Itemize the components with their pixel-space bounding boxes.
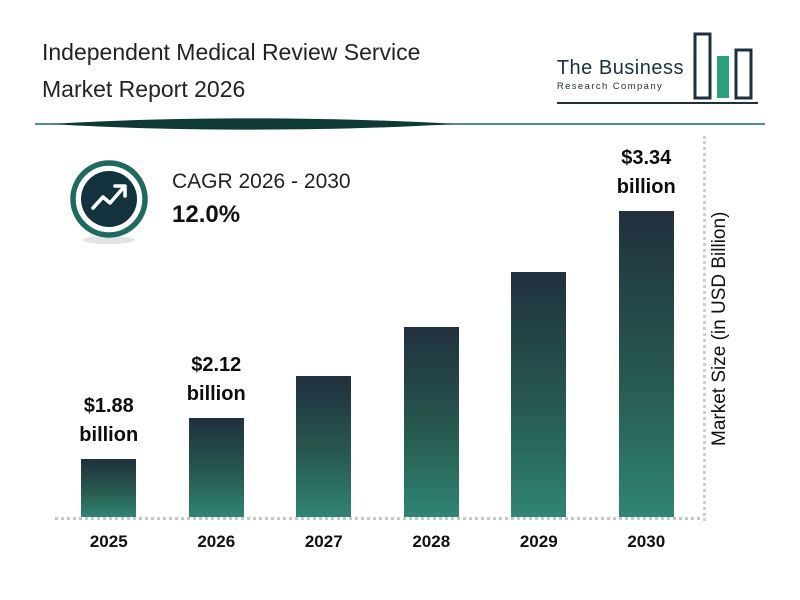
page-title-line2: Market Report 2026 bbox=[42, 76, 246, 102]
trending-up-icon bbox=[70, 160, 148, 244]
y-axis-label: Market Size (in USD Billion) bbox=[709, 211, 730, 447]
page-title: Independent Medical Review Service Marke… bbox=[42, 34, 542, 108]
bar-2029 bbox=[511, 272, 567, 517]
bar-2028 bbox=[403, 327, 459, 517]
bar-value-label-2030: $3.34 billion bbox=[616, 147, 676, 198]
bar-column-2027 bbox=[270, 376, 378, 517]
x-axis-label-2028: 2028 bbox=[412, 532, 451, 551]
cagr-badge: CAGR 2026 - 2030 12.0% bbox=[68, 158, 351, 246]
bar-2030 bbox=[618, 211, 674, 517]
divider-swoosh bbox=[35, 118, 765, 130]
bar-value-label-2026: $2.12 billion bbox=[186, 354, 246, 405]
logo-bars-icon bbox=[693, 32, 753, 100]
logo-name: The Business bbox=[556, 57, 684, 79]
page-title-line1: Independent Medical Review Service bbox=[42, 39, 421, 65]
bars-area: $1.88 billion $2.12 billion $3.34 billion bbox=[55, 138, 700, 520]
logo-subtitle: Research Company bbox=[556, 81, 664, 92]
cagr-value: 12.0% bbox=[172, 201, 241, 228]
cagr-text: CAGR 2026 - 2030 12.0% bbox=[172, 158, 351, 229]
x-axis-label-2027: 2027 bbox=[304, 532, 343, 551]
bar-2026 bbox=[188, 418, 244, 517]
right-dotted-line bbox=[703, 136, 706, 521]
bar-column-2028 bbox=[378, 327, 486, 517]
x-axis: 2025 2026 2027 2028 2029 2030 bbox=[55, 520, 700, 552]
company-logo: The Business Research Company bbox=[556, 30, 758, 104]
x-axis-label-2025: 2025 bbox=[89, 532, 128, 551]
cagr-label: CAGR 2026 - 2030 bbox=[172, 170, 351, 193]
bar-value-label-2025: $1.88 billion bbox=[79, 395, 139, 446]
logo-text: The Business Research Company bbox=[557, 57, 684, 102]
bar-2025 bbox=[81, 459, 137, 517]
x-axis-label-2030: 2030 bbox=[627, 532, 666, 551]
x-axis-label-2029: 2029 bbox=[519, 532, 558, 551]
bar-column-2030: $3.34 billion bbox=[593, 144, 701, 517]
bar-column-2026: $2.12 billion bbox=[163, 351, 271, 517]
bar-column-2025: $1.88 billion bbox=[55, 392, 163, 517]
bar-2027 bbox=[296, 376, 352, 517]
x-axis-label-2026: 2026 bbox=[197, 532, 236, 551]
bar-chart: $1.88 billion $2.12 billion $3.34 billion 202… bbox=[55, 138, 700, 552]
bar-column-2029 bbox=[485, 272, 593, 517]
